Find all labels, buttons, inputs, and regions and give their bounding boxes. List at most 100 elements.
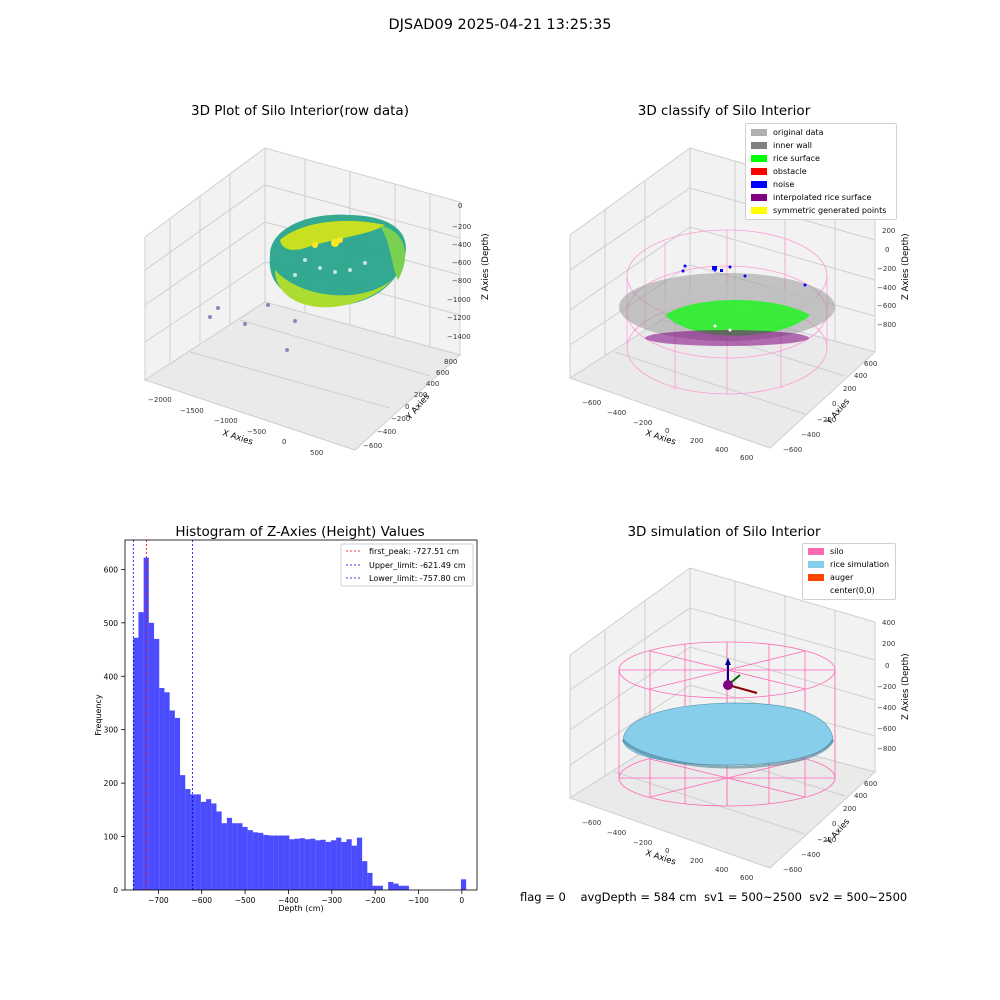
histogram-xlabel: Depth (cm) [278, 904, 323, 913]
raw-xtick: 0 [282, 438, 286, 446]
histogram-chart: −700 −600 −500 −400 −300 −200 −100 0 0 100 200 300… [94, 539, 478, 913]
classify-ztick: −800 [877, 321, 896, 329]
classify-ztick: 0 [885, 246, 889, 254]
raw-ztick: −600 [452, 259, 471, 267]
classify-xtick: 600 [740, 454, 753, 460]
histogram-ylabel: Frequency [94, 694, 103, 736]
histogram-bar [388, 881, 394, 890]
legend-label-auger: auger [830, 573, 854, 582]
histogram-bar [164, 692, 170, 890]
simulation-ztick: 0 [885, 662, 889, 670]
histogram-legend: first_peak: -727.51 cm Upper_limit: -621… [340, 543, 474, 587]
histogram-bar [190, 794, 196, 890]
simulation-ztick: −800 [877, 745, 896, 753]
histogram-xtick-label: −400 [278, 896, 299, 905]
raw-point-cloud [208, 214, 406, 352]
raw-ytick: −600 [363, 442, 382, 450]
legend-label-interpolated: interpolated rice surface [773, 193, 871, 202]
legend-label-lower-limit: Lower_limit: -757.80 cm [369, 574, 466, 583]
histogram-bar [226, 817, 233, 890]
simulation-legend: silo rice simulation auger center(0,0) [802, 543, 896, 600]
histogram-bar [273, 835, 279, 890]
classify-ytick: −400 [801, 431, 820, 439]
histogram-bar [180, 775, 186, 890]
legend-label-obstacle: obstacle [773, 167, 807, 176]
histogram-bar [278, 835, 285, 890]
simulation-axes-glyph [723, 658, 758, 694]
simulation-xlabel: X Axies [644, 848, 677, 867]
raw-ytick: 400 [426, 380, 439, 388]
raw-ztick: −1400 [447, 333, 471, 341]
legend-swatch-inner-wall [751, 142, 767, 149]
classify-legend: original data inner wall rice surface ob… [745, 123, 897, 220]
histogram-frame [124, 539, 478, 891]
classify-ztick: −400 [877, 284, 896, 292]
raw-zlabel: Z Axies (Depth) [481, 233, 491, 300]
classify-ztick: 200 [882, 227, 895, 235]
histogram-bars [133, 557, 467, 890]
raw-ytick: 800 [444, 358, 457, 366]
classify-legend-entries: original data inner wall rice surface ob… [751, 128, 886, 215]
simulation-axis-ticks: −600 −400 −200 0 200 400 600 −600 −400 −… [582, 619, 896, 880]
legend-swatch-rice-simulation [808, 561, 824, 568]
histogram-ytick-label: 0 [113, 886, 118, 895]
legend-label-rice-surface: rice surface [773, 154, 820, 163]
histogram-bar [351, 845, 357, 890]
histogram-bar [372, 885, 378, 890]
footer-sv2: sv2 = 500~2500 [809, 890, 908, 904]
classify-ztick: −200 [877, 265, 896, 273]
histogram-xticks: −700 −600 −500 −400 −300 −200 −100 0 [148, 890, 464, 905]
classify-ylabel: Y Axies [824, 397, 852, 428]
histogram-bar [143, 557, 149, 890]
raw-axis-ticks: −2000 −1500 −1000 −500 0 500 −600 −400 −… [148, 202, 471, 457]
classify-ytick: 400 [854, 372, 867, 380]
histogram-bar [325, 841, 331, 890]
simulation-xtick: −600 [582, 819, 601, 827]
histogram-legend-box [340, 543, 474, 587]
simulation-ztick: −400 [877, 704, 896, 712]
histogram-bar [330, 840, 337, 890]
histogram-title: Histogram of Z-Axies (Height) Values [175, 524, 425, 540]
classify-ytick: 600 [864, 360, 877, 368]
histogram-bar [310, 838, 316, 890]
histogram-bar [284, 835, 290, 890]
histogram-ytick-label: 400 [104, 672, 119, 681]
legend-label-first-peak: first_peak: -727.51 cm [369, 547, 459, 556]
legend-label-upper-limit: Upper_limit: -621.49 cm [369, 561, 466, 570]
raw-plot-title: 3D Plot of Silo Interior(row data) [191, 103, 409, 119]
histogram-bar [362, 861, 368, 890]
histogram-bar [356, 837, 363, 890]
classify-ztick: −600 [877, 302, 896, 310]
simulation-ztick: −200 [877, 683, 896, 691]
footer-flag: flag = 0 [520, 890, 566, 904]
raw-xtick: −1500 [180, 407, 204, 415]
raw-ztick: −1200 [447, 314, 471, 322]
status-footer: flag = 0 avgDepth = 584 cm sv1 = 500~250… [520, 890, 907, 904]
histogram-bar [268, 835, 274, 890]
footer-sv1: sv1 = 500~2500 [704, 890, 802, 904]
histogram-bar [336, 837, 342, 890]
legend-label-symmetric: symmetric generated points [773, 206, 886, 215]
legend-swatch-obstacle [751, 168, 767, 175]
simulation-ylabel: Y Axies [824, 817, 852, 848]
histogram-bar [216, 811, 222, 890]
histogram-bar [403, 885, 409, 890]
histogram-bar [252, 832, 259, 890]
legend-swatch-rice-surface [751, 155, 767, 162]
legend-swatch-interpolated [751, 194, 767, 201]
raw-ytick: 200 [414, 391, 427, 399]
raw-xtick: −1000 [214, 417, 238, 425]
classify-xtick: −600 [582, 399, 601, 407]
histogram-bar [346, 839, 352, 890]
histogram-bar [185, 789, 191, 890]
raw-ytick: −200 [391, 415, 410, 423]
classify-zlabel: Z Axies (Depth) [901, 233, 911, 300]
histogram-bar [237, 823, 243, 890]
legend-label-original: original data [773, 128, 824, 137]
histogram-bar [367, 872, 373, 890]
simulation-ytick: −600 [783, 866, 802, 874]
simulation-xtick: −400 [607, 829, 626, 837]
simulation-ytick: 200 [843, 805, 856, 813]
histogram-ytick-label: 600 [104, 565, 119, 574]
simulation-ytick: 600 [864, 780, 877, 788]
